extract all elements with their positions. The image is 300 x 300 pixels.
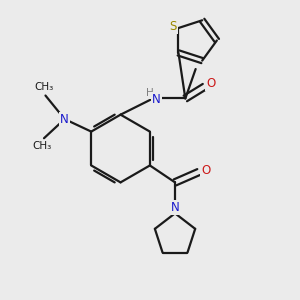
Text: CH₃: CH₃ [32,142,51,152]
Text: N: N [60,112,69,126]
Text: H: H [146,88,154,98]
Text: N: N [171,201,179,214]
Text: O: O [206,77,216,90]
Text: CH₃: CH₃ [34,82,54,92]
Text: O: O [201,164,211,177]
Text: N: N [152,93,161,106]
Text: S: S [169,20,177,33]
